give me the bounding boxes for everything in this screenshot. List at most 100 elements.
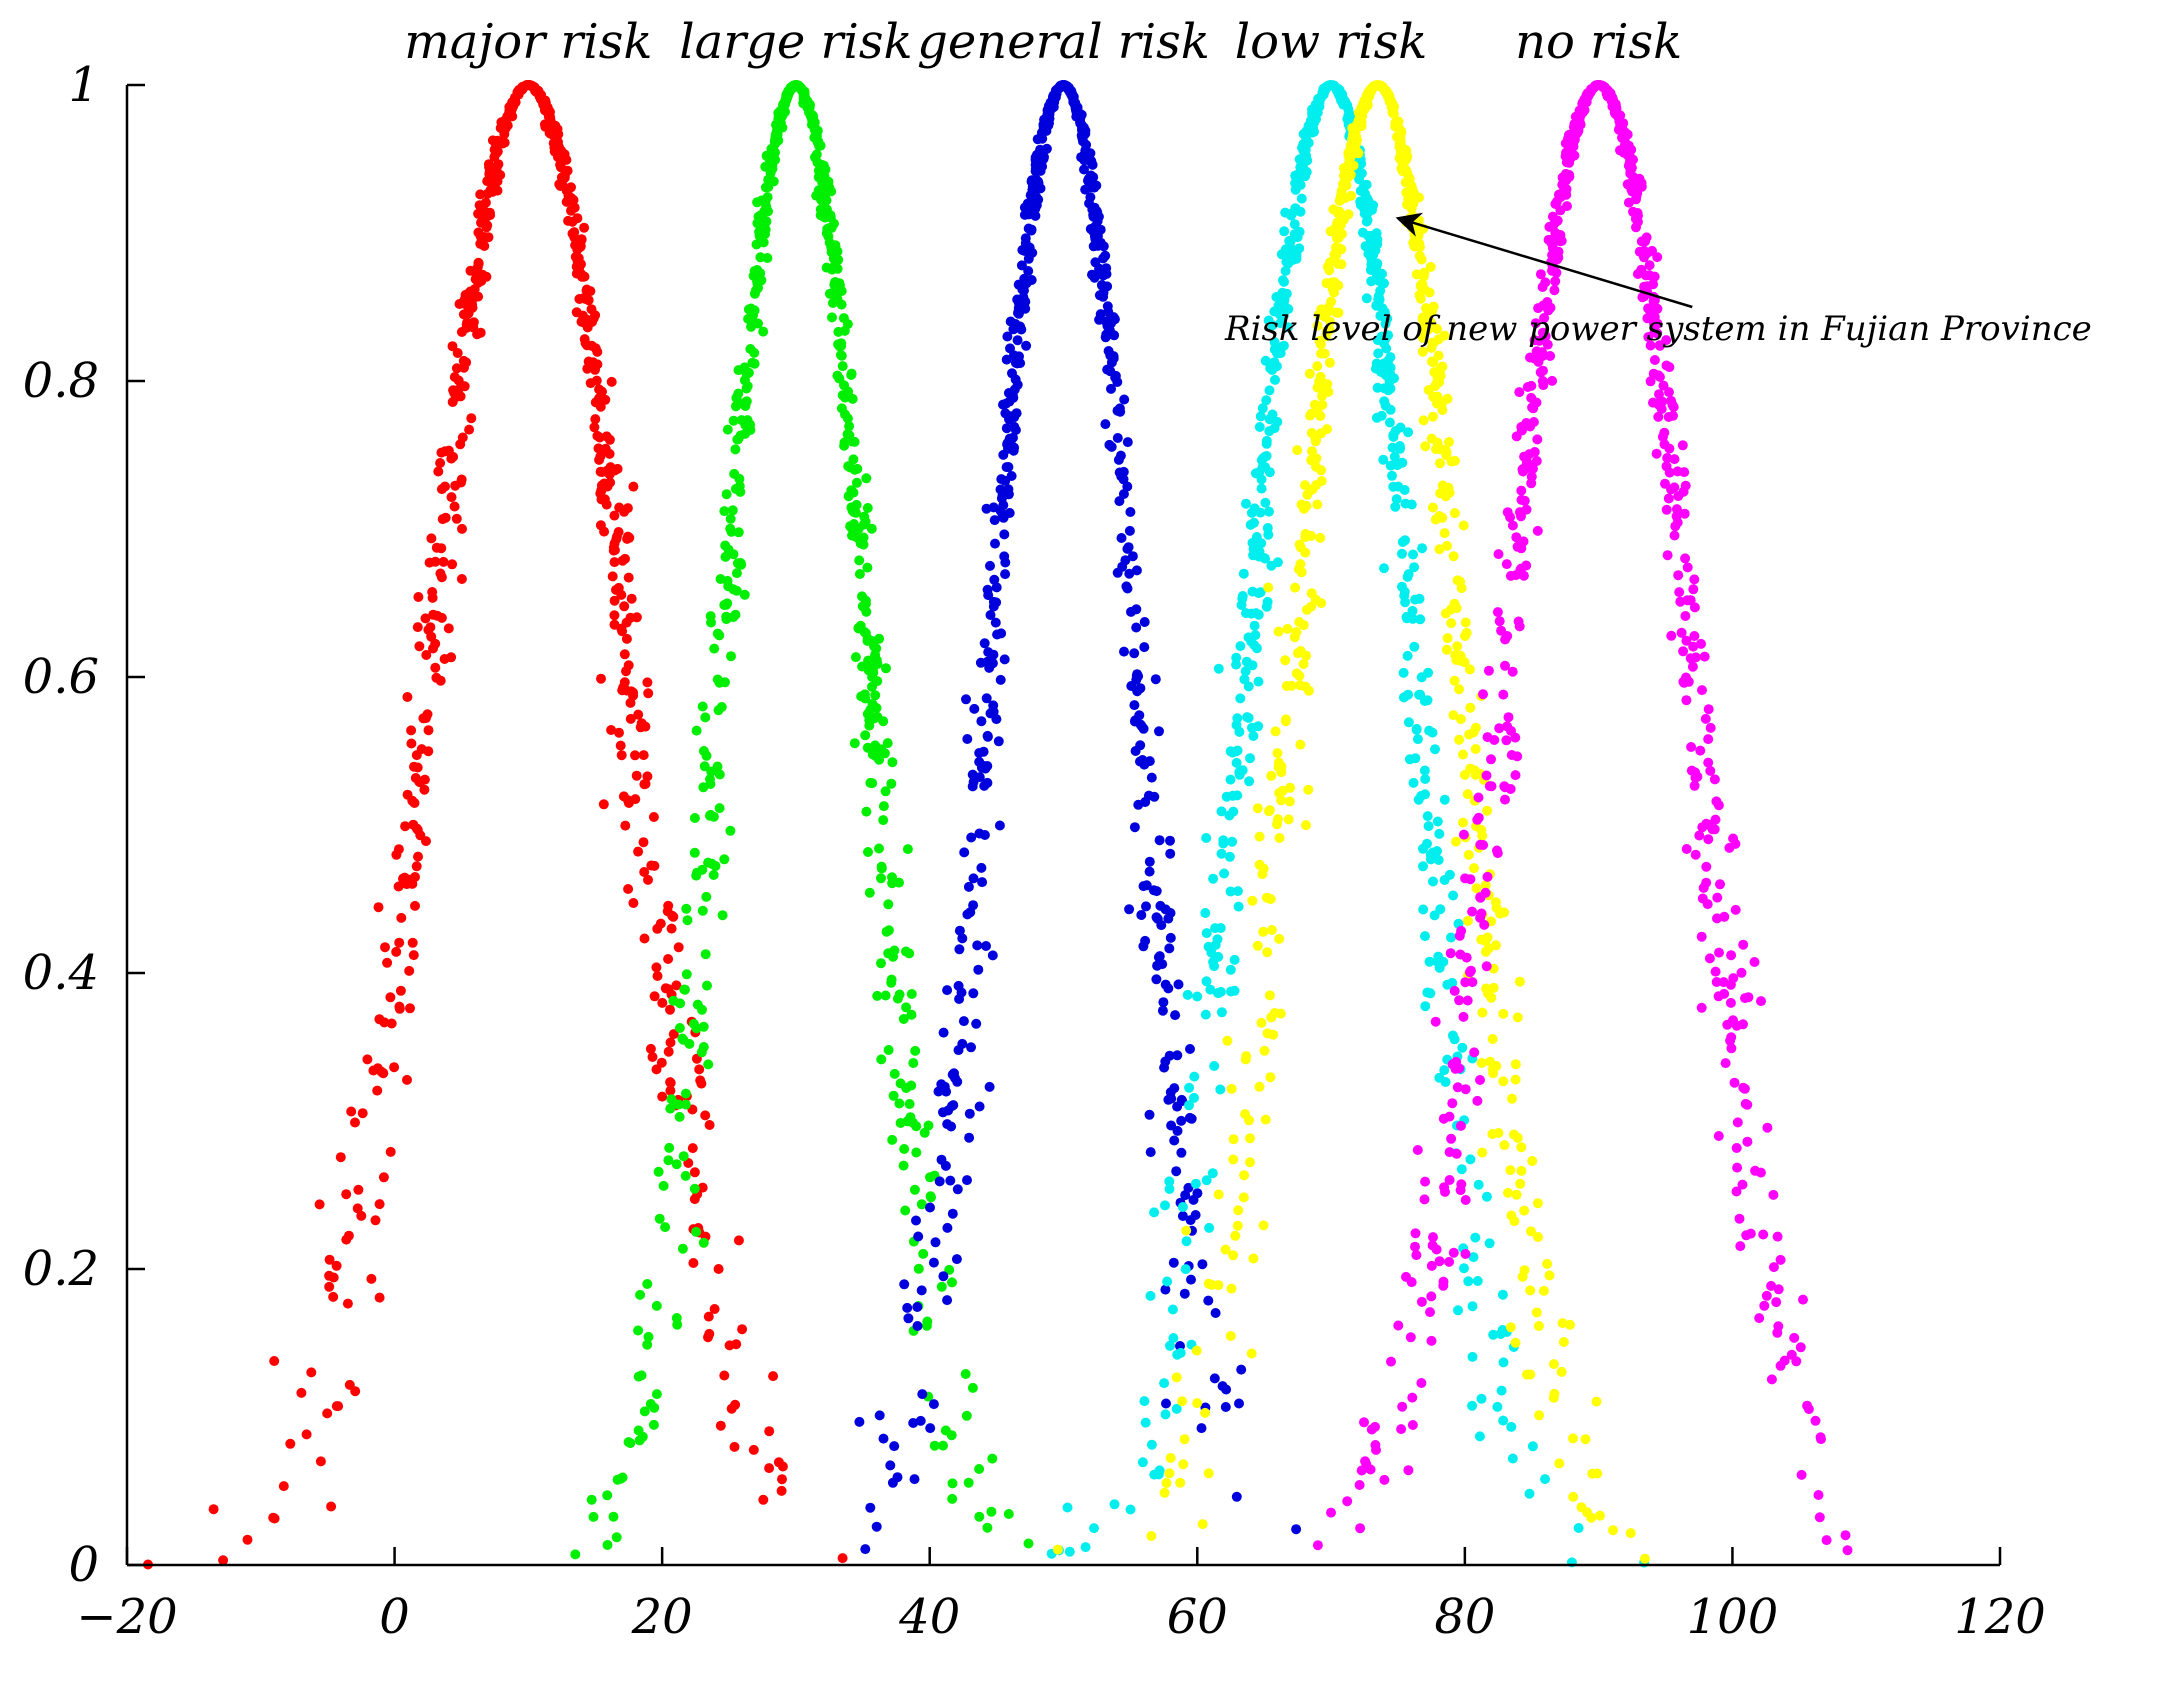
data-point bbox=[1736, 967, 1747, 978]
data-point bbox=[1496, 1385, 1507, 1396]
data-point bbox=[455, 439, 466, 450]
data-point bbox=[1501, 559, 1512, 570]
data-point bbox=[874, 1410, 885, 1421]
data-point bbox=[1419, 267, 1430, 278]
data-point bbox=[433, 466, 444, 477]
data-point bbox=[1417, 346, 1428, 357]
data-point bbox=[1442, 633, 1453, 644]
data-point bbox=[867, 778, 878, 789]
data-point bbox=[1100, 419, 1111, 430]
data-point bbox=[976, 716, 987, 727]
data-point bbox=[1700, 713, 1711, 724]
data-point bbox=[1026, 176, 1037, 187]
data-point bbox=[1115, 450, 1126, 461]
data-point bbox=[1476, 934, 1487, 945]
data-point bbox=[1265, 1072, 1276, 1083]
data-point bbox=[878, 815, 889, 826]
data-point bbox=[609, 610, 620, 621]
data-point bbox=[1689, 780, 1700, 791]
data-point bbox=[1247, 537, 1258, 548]
data-point bbox=[740, 428, 751, 439]
data-point bbox=[1431, 444, 1441, 455]
data-point bbox=[861, 473, 872, 484]
data-point bbox=[732, 434, 743, 445]
data-point bbox=[764, 1463, 775, 1474]
data-point bbox=[1200, 1407, 1211, 1418]
data-point bbox=[1171, 1166, 1182, 1177]
data-point bbox=[983, 590, 994, 601]
data-point bbox=[1292, 445, 1303, 456]
data-point bbox=[1658, 380, 1669, 391]
data-point bbox=[597, 467, 608, 478]
data-point bbox=[410, 900, 420, 911]
data-point bbox=[1568, 1491, 1579, 1502]
data-point bbox=[1185, 1215, 1196, 1226]
data-point bbox=[1288, 250, 1299, 261]
data-point bbox=[1215, 923, 1226, 933]
data-point bbox=[640, 778, 651, 789]
data-point bbox=[1258, 926, 1269, 937]
data-point bbox=[607, 571, 618, 582]
data-point bbox=[1088, 209, 1099, 220]
data-point bbox=[1008, 324, 1019, 335]
data-point bbox=[724, 1340, 735, 1351]
data-point bbox=[768, 1371, 779, 1382]
data-point bbox=[1253, 721, 1264, 732]
data-point bbox=[1258, 863, 1269, 874]
data-point bbox=[944, 1264, 955, 1275]
data-point bbox=[1247, 895, 1258, 906]
data-point bbox=[988, 649, 999, 660]
data-point bbox=[1592, 1468, 1603, 1479]
data-point bbox=[1192, 1188, 1203, 1199]
data-point bbox=[1662, 550, 1673, 561]
data-point bbox=[802, 97, 813, 108]
data-point bbox=[1103, 306, 1114, 317]
data-point bbox=[1312, 320, 1323, 331]
data-point bbox=[372, 1085, 383, 1096]
data-point bbox=[1531, 1307, 1542, 1318]
data-point bbox=[1644, 270, 1655, 281]
data-point bbox=[773, 117, 784, 128]
data-point bbox=[1505, 512, 1516, 523]
data-point bbox=[1100, 250, 1111, 261]
data-point bbox=[1458, 1011, 1469, 1022]
data-point bbox=[1003, 462, 1014, 472]
data-point bbox=[1540, 277, 1551, 288]
data-point bbox=[691, 725, 702, 736]
data-point bbox=[1498, 1008, 1509, 1019]
data-point bbox=[666, 1094, 677, 1105]
data-point bbox=[1160, 1284, 1171, 1295]
data-point bbox=[915, 1415, 926, 1426]
data-point bbox=[1503, 1187, 1513, 1198]
data-point bbox=[484, 162, 495, 173]
data-point bbox=[865, 1502, 876, 1513]
data-point bbox=[1136, 910, 1147, 920]
data-point bbox=[1387, 442, 1398, 453]
data-point bbox=[1649, 355, 1660, 365]
data-point bbox=[1652, 303, 1663, 314]
data-point bbox=[1471, 883, 1482, 894]
data-point bbox=[1257, 403, 1268, 414]
data-point bbox=[1696, 638, 1706, 649]
data-point bbox=[1472, 1095, 1483, 1106]
data-point bbox=[419, 784, 430, 795]
data-point bbox=[881, 663, 891, 674]
data-point bbox=[269, 1513, 280, 1524]
data-point bbox=[391, 946, 402, 957]
data-point bbox=[1001, 423, 1012, 434]
data-point bbox=[1740, 993, 1750, 1004]
data-point bbox=[876, 873, 886, 884]
data-point bbox=[887, 1134, 898, 1145]
data-point bbox=[1648, 368, 1659, 379]
data-point bbox=[666, 923, 677, 934]
data-point bbox=[1470, 744, 1481, 754]
data-point bbox=[314, 1199, 325, 1210]
data-point bbox=[1417, 543, 1428, 554]
data-point bbox=[652, 971, 663, 981]
data-point bbox=[1775, 1254, 1786, 1265]
data-point bbox=[989, 515, 1000, 526]
data-point bbox=[475, 327, 486, 338]
data-point bbox=[823, 231, 834, 242]
data-point bbox=[1550, 231, 1561, 241]
data-point bbox=[368, 1065, 379, 1076]
